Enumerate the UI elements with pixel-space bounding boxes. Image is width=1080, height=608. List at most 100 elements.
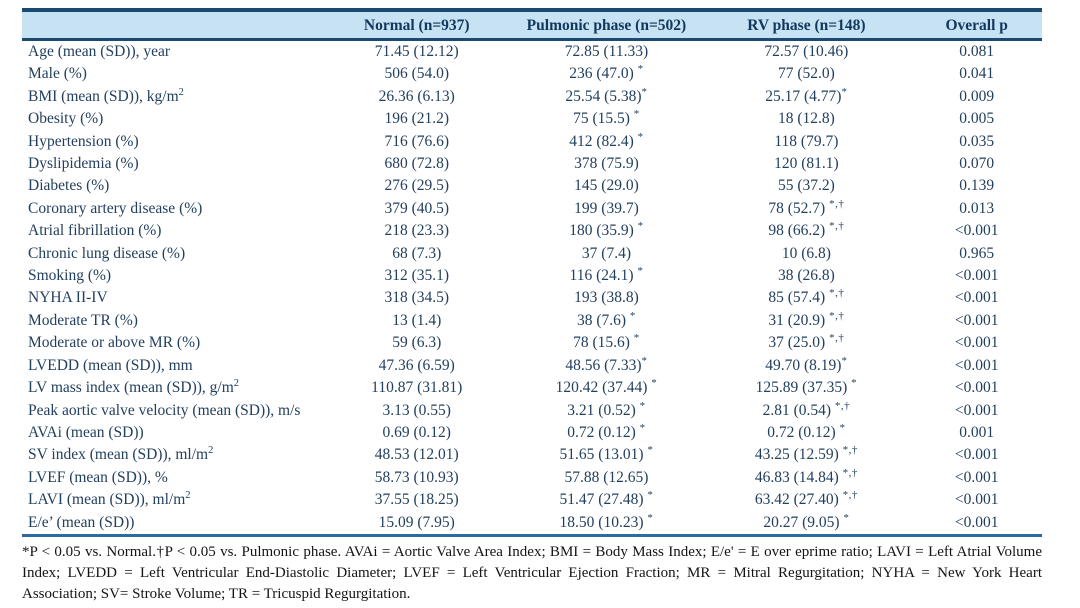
- data-cell: 379 (40.5): [384, 199, 450, 217]
- row-label: Moderate TR (%): [28, 311, 138, 329]
- row-label: Peak aortic valve velocity (mean (SD)), …: [28, 401, 301, 419]
- significance-marker: *,†: [829, 197, 845, 210]
- data-cell: 47.36 (6.59): [378, 356, 455, 374]
- row-label: Atrial fibrillation (%): [28, 222, 162, 240]
- significance-marker: *: [841, 354, 848, 367]
- data-cell: 48.53 (12.01): [374, 446, 459, 464]
- significance-marker: *: [639, 421, 646, 434]
- data-cell: 37 (25.0) *,†: [768, 332, 845, 352]
- data-cell: 118 (79.7): [774, 132, 839, 150]
- data-cell: 51.65 (13.01) *: [559, 444, 654, 464]
- table-row: Moderate or above MR (%) 59 (6.3) 78 (15.6…: [22, 332, 1042, 354]
- significance-marker: *,†: [829, 220, 845, 233]
- significance-marker: *: [647, 511, 654, 524]
- row-label: SV index (mean (SD)), ml/m2: [28, 445, 214, 464]
- data-cell: 98 (66.2) *,†: [768, 220, 845, 240]
- data-cell: <0.001: [954, 356, 999, 374]
- significance-marker: *,†: [842, 444, 858, 457]
- data-cell: 59 (6.3): [392, 334, 442, 352]
- significance-marker: *: [633, 332, 640, 345]
- significance-marker: *,†: [842, 466, 858, 479]
- label-superscript: 2: [233, 377, 240, 389]
- table-row: Age (mean (SD)), year 71.45 (12.12) 72.85 …: [22, 40, 1042, 64]
- data-cell: <0.001: [954, 222, 999, 240]
- data-cell: 85 (57.4) *,†: [768, 287, 845, 307]
- significance-marker: *: [651, 377, 658, 389]
- data-cell: 0.001: [959, 423, 995, 441]
- table-row: Dyslipidemia (%) 680 (72.8) 378 (75.9) 120 …: [22, 153, 1042, 175]
- row-label: LVEDD (mean (SD)), mm: [28, 356, 193, 374]
- significance-marker: *: [633, 108, 640, 121]
- table-row: E/e’ (mean (SD)) 15.09 (7.95) 18.50 (10.23…: [22, 511, 1042, 537]
- table-row: NYHA II-IV 318 (34.5) 193 (38.8) 85 (57.4) …: [22, 287, 1042, 309]
- table-row: LV mass index (mean (SD)), g/m2 110.87 (3…: [22, 377, 1042, 399]
- row-label: NYHA II-IV: [28, 289, 108, 307]
- data-cell: 15.09 (7.95): [321, 511, 512, 537]
- data-cell: 125.89 (37.35) *: [755, 377, 858, 397]
- significance-marker: *: [641, 354, 648, 367]
- row-label: Smoking (%): [28, 267, 112, 285]
- row-label: AVAi (mean (SD)): [28, 423, 144, 441]
- data-cell: <0.001: [954, 491, 999, 509]
- data-cell: 318 (34.5): [384, 289, 450, 307]
- data-cell: 3.13 (0.55): [382, 401, 451, 419]
- significance-marker: *,†: [829, 287, 845, 300]
- data-cell: 43.25 (12.59) *,†: [754, 444, 858, 464]
- data-cell: 145 (29.0): [574, 177, 639, 195]
- data-cell: 0.72 (0.12) *: [767, 421, 846, 441]
- table-row: Smoking (%) 312 (35.1) 116 (24.1) * 38 (26.…: [22, 265, 1042, 287]
- data-cell: 55 (37.2): [777, 177, 835, 195]
- table-row: Hypertension (%) 716 (76.6) 412 (82.4) * 11…: [22, 131, 1042, 153]
- significance-marker: *: [637, 130, 644, 143]
- data-cell: 0.081: [959, 43, 995, 60]
- row-label: Age (mean (SD)), year: [28, 43, 171, 60]
- table-row: AVAi (mean (SD)) 0.69 (0.12) 0.72 (0.12) *…: [22, 422, 1042, 444]
- significance-marker: *: [647, 444, 654, 457]
- data-cell: 77 (52.0): [777, 65, 835, 83]
- row-label: Obesity (%): [28, 110, 104, 128]
- row-label: E/e’ (mean (SD)): [22, 511, 322, 537]
- data-cell: 46.83 (14.84) *,†: [754, 466, 858, 486]
- data-cell: 199 (39.7): [574, 199, 639, 217]
- column-header: Normal (n=937): [321, 10, 512, 41]
- data-cell: 680 (72.8): [384, 155, 450, 173]
- data-cell: 2.81 (0.54) *,†: [762, 399, 851, 419]
- data-cell: 13 (1.4): [392, 311, 442, 329]
- data-cell: 312 (35.1): [384, 267, 450, 285]
- data-cell: 716 (76.6): [384, 132, 450, 150]
- column-header: Pulmonic phase (n=502): [511, 10, 702, 41]
- row-label: LV mass index (mean (SD)), g/m2: [28, 377, 240, 397]
- table-row: Moderate TR (%) 13 (1.4) 38 (7.6) * 31 (20.…: [22, 310, 1042, 332]
- table-row: Atrial fibrillation (%) 218 (23.3) 180 (35…: [22, 220, 1042, 242]
- data-cell: 236 (47.0) *: [569, 63, 644, 83]
- data-cell: 0.009: [959, 87, 995, 105]
- data-cell: 48.56 (7.33)*: [565, 354, 648, 374]
- table-row: LVEF (mean (SD)), % 58.73 (10.93) 57.88 (1…: [22, 467, 1042, 489]
- data-cell: 37 (7.4): [581, 244, 631, 262]
- table-body: Age (mean (SD)), year 71.45 (12.12) 72.85 …: [22, 40, 1042, 537]
- data-cell: 26.36 (6.13): [378, 87, 455, 105]
- row-label: LVEF (mean (SD)), %: [28, 468, 168, 486]
- data-cell: 0.72 (0.12) *: [567, 421, 646, 441]
- data-cell: 25.54 (5.38)*: [565, 85, 648, 105]
- data-cell: 3.21 (0.52) *: [567, 399, 646, 419]
- row-label: LAVI (mean (SD)), ml/m2: [28, 489, 191, 509]
- table-row: LAVI (mean (SD)), ml/m2 37.55 (18.25) 51.4…: [22, 489, 1042, 511]
- data-cell: 412 (82.4) *: [569, 130, 644, 150]
- table-row: Coronary artery disease (%) 379 (40.5) 199…: [22, 198, 1042, 220]
- baseline-characteristics-table: Normal (n=937) Pulmonic phase (n=502) RV p…: [22, 8, 1042, 537]
- data-cell: 38 (7.6) *: [576, 309, 636, 329]
- row-label: Diabetes (%): [28, 177, 110, 195]
- data-cell: <0.001: [954, 468, 999, 486]
- data-cell: 0.013: [959, 199, 995, 217]
- significance-marker: *,†: [842, 489, 858, 501]
- data-cell: 38 (26.8): [777, 267, 835, 285]
- data-cell: 0.041: [959, 65, 995, 83]
- row-label: Hypertension (%): [28, 132, 139, 150]
- row-label: Moderate or above MR (%): [28, 334, 201, 352]
- data-cell: 20.27 (9.05) *: [701, 511, 912, 537]
- table-footnote: *P < 0.05 vs. Normal.†P < 0.05 vs. Pulmo…: [22, 543, 1042, 602]
- row-label: Male (%): [28, 65, 87, 83]
- significance-marker: *: [639, 399, 646, 412]
